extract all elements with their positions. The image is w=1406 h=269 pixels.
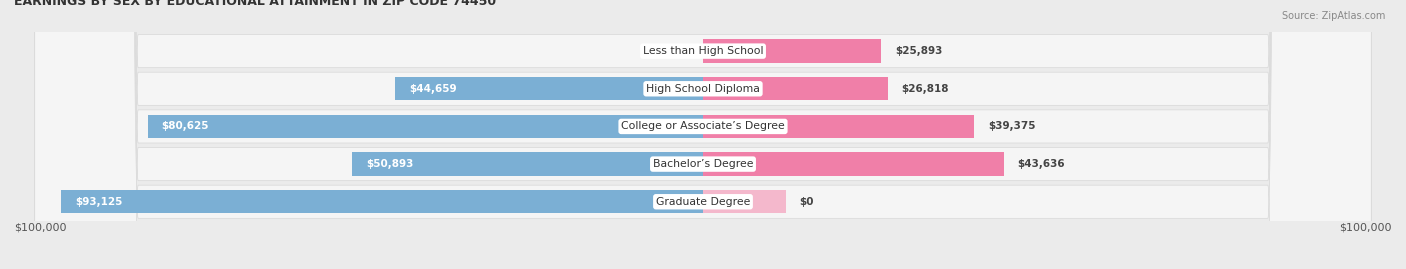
FancyBboxPatch shape bbox=[35, 0, 1371, 269]
Text: $93,125: $93,125 bbox=[75, 197, 122, 207]
Text: EARNINGS BY SEX BY EDUCATIONAL ATTAINMENT IN ZIP CODE 74450: EARNINGS BY SEX BY EDUCATIONAL ATTAINMEN… bbox=[14, 0, 496, 8]
Text: $43,636: $43,636 bbox=[1018, 159, 1064, 169]
Bar bbox=[703, 40, 882, 63]
Bar bbox=[395, 77, 703, 100]
Bar bbox=[703, 190, 786, 213]
Text: $25,893: $25,893 bbox=[896, 46, 942, 56]
Text: $50,893: $50,893 bbox=[366, 159, 413, 169]
Bar bbox=[703, 77, 887, 100]
Text: Less than High School: Less than High School bbox=[643, 46, 763, 56]
Text: $39,375: $39,375 bbox=[988, 121, 1036, 132]
FancyBboxPatch shape bbox=[35, 0, 1371, 269]
Text: High School Diploma: High School Diploma bbox=[647, 84, 759, 94]
Text: $100,000: $100,000 bbox=[1340, 222, 1392, 232]
Text: College or Associate’s Degree: College or Associate’s Degree bbox=[621, 121, 785, 132]
FancyBboxPatch shape bbox=[35, 0, 1371, 269]
Text: $80,625: $80,625 bbox=[162, 121, 209, 132]
Bar bbox=[148, 115, 703, 138]
Text: Source: ZipAtlas.com: Source: ZipAtlas.com bbox=[1281, 11, 1385, 21]
Text: $0: $0 bbox=[675, 46, 689, 56]
Bar bbox=[703, 153, 1004, 176]
Text: Bachelor’s Degree: Bachelor’s Degree bbox=[652, 159, 754, 169]
Bar bbox=[62, 190, 703, 213]
FancyBboxPatch shape bbox=[35, 0, 1371, 269]
Text: $0: $0 bbox=[800, 197, 814, 207]
Text: $100,000: $100,000 bbox=[14, 222, 66, 232]
Text: Graduate Degree: Graduate Degree bbox=[655, 197, 751, 207]
FancyBboxPatch shape bbox=[35, 0, 1371, 269]
Bar bbox=[703, 115, 974, 138]
Text: $44,659: $44,659 bbox=[409, 84, 457, 94]
Text: $26,818: $26,818 bbox=[901, 84, 949, 94]
Bar bbox=[353, 153, 703, 176]
